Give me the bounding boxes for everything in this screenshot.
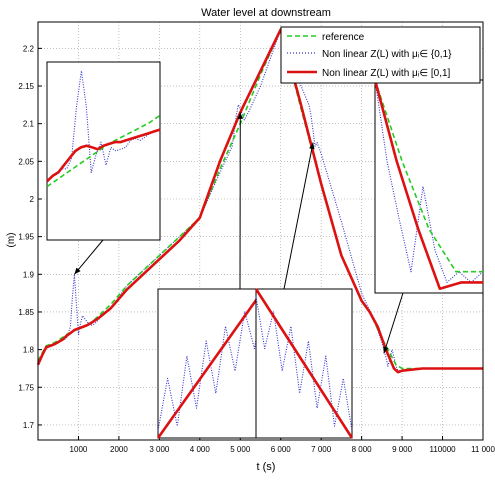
insets: [47, 62, 483, 438]
y-axis-label: (m): [6, 233, 17, 248]
legend-label-reference: reference: [322, 32, 365, 43]
x-tick-label: 5 000: [230, 445, 251, 454]
y-tick-label: 1.95: [18, 233, 34, 242]
y-tick-label: 2.1: [23, 120, 35, 129]
x-tick-label: 110000: [429, 445, 456, 454]
y-tick-label: 2.2: [23, 44, 35, 53]
x-tick-label: 1000: [70, 445, 88, 454]
inset-panel: [375, 80, 483, 293]
x-tick-label: 3 000: [149, 445, 170, 454]
y-tick-label: 2: [30, 195, 35, 204]
inset-arrow: [74, 240, 103, 274]
y-tick-label: 1.75: [18, 383, 34, 392]
chart-title: Water level at downstream: [201, 7, 331, 19]
x-tick-label: 9 000: [392, 445, 413, 454]
x-tick-label: 6 000: [271, 445, 292, 454]
y-tick-label: 1.9: [23, 270, 35, 279]
inset-frame: [47, 62, 160, 240]
y-tick-label: 2.05: [18, 157, 34, 166]
legend: reference Non linear Z(L) with μᵢ∈ {0,1}…: [281, 27, 480, 83]
inset-panel: [158, 289, 264, 438]
legend-label-binary: Non linear Z(L) with μᵢ∈ {0,1}: [322, 49, 452, 60]
x-tick-label: 7 000: [311, 445, 332, 454]
legend-label-continuous: Non linear Z(L) with μᵢ∈ [0,1]: [322, 68, 451, 79]
x-tick-label: 8 000: [352, 445, 373, 454]
y-tick-label: 1.85: [18, 308, 34, 317]
y-tick-label: 1.8: [23, 346, 35, 355]
x-tick-label: 2000: [110, 445, 128, 454]
inset-arrow: [284, 143, 313, 289]
inset-panel: [256, 289, 352, 438]
x-tick-label: 11 000: [471, 445, 495, 454]
inset-arrow: [384, 293, 403, 353]
y-tick-label: 2.15: [18, 82, 34, 91]
x-axis-label: t (s): [257, 461, 276, 473]
x-tick-label: 4 000: [190, 445, 211, 454]
inset-panel: [47, 62, 160, 240]
y-tick-label: 1.7: [23, 421, 35, 430]
